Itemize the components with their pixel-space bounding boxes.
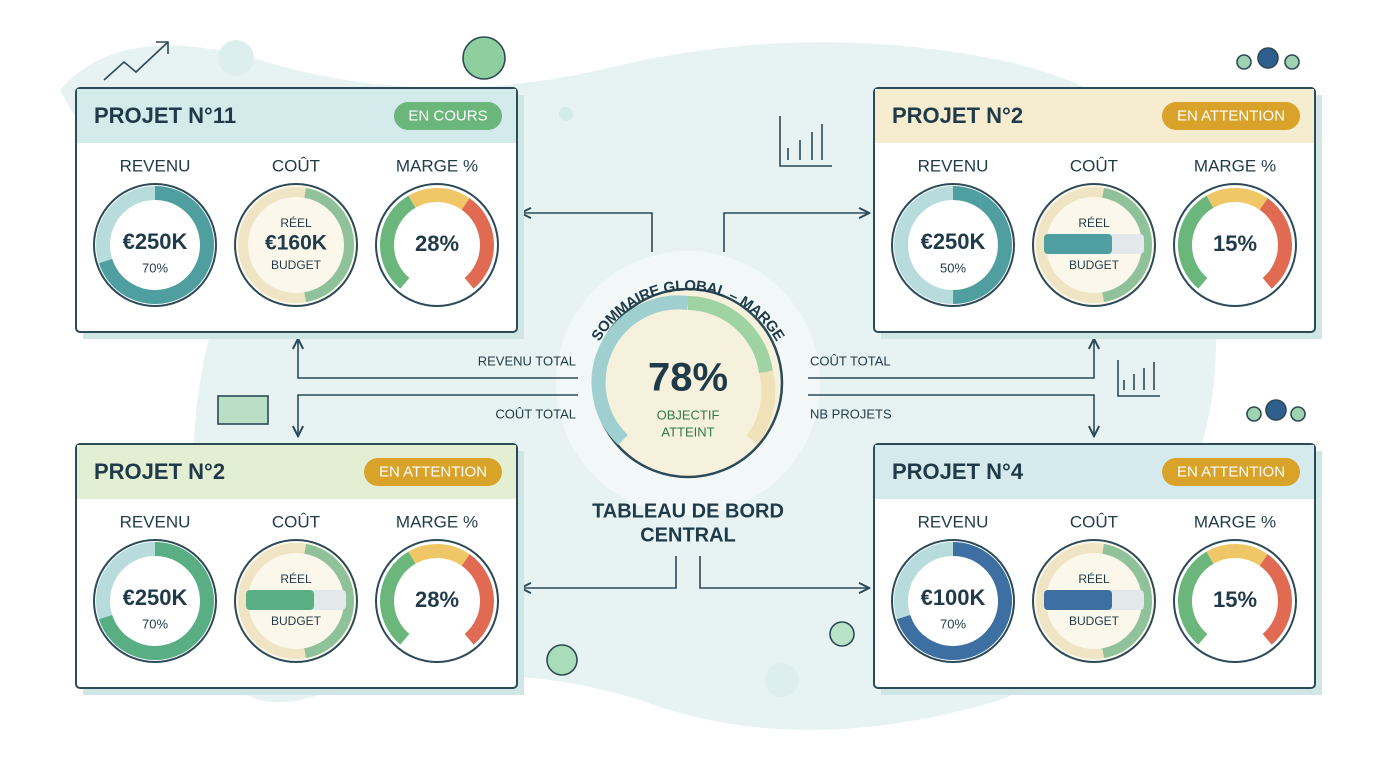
metric-label: MARGE % [396,512,478,531]
metric-label: COÛT [1070,512,1118,531]
project-card: PROJET N°2 EN ATTENTION REVENU COÛT MARGE % €… [873,87,1322,339]
ring-border [891,183,1015,307]
ring-progress [98,542,214,660]
cost-bottom: BUDGET [271,258,322,272]
cost-bottom: BUDGET [1069,614,1120,628]
real-bar [246,590,314,610]
gauge-red [1259,554,1292,645]
ring-progress [98,186,214,304]
ring-border [234,183,358,307]
cost-top: RÉEL [280,571,312,586]
card-title: PROJET N°11 [94,103,236,128]
center-value: 78% [648,356,728,400]
ring-progress [1102,543,1152,659]
project-card: PROJET N°4 EN ATTENTION REVENU COÛT MARGE % €… [873,443,1322,695]
connector-label: COÛT TOTAL [495,406,576,421]
cost-value: €160K [265,232,327,255]
metric-label: COÛT [272,156,320,175]
real-bar [1044,234,1112,254]
ring-progress [896,542,1012,660]
status-badge [1162,102,1300,130]
metric-label: COÛT [272,512,320,531]
revenue-value: €250K [123,229,188,254]
margin-value: 28% [415,587,459,612]
ring-border [891,539,1015,663]
card-title: PROJET N°2 [892,103,1023,128]
status-label: EN ATTENTION [1177,107,1285,124]
cost-top: RÉEL [1078,571,1110,586]
center-title: CENTRAL [640,524,736,546]
revenue-value: €100K [921,585,986,610]
margin-value: 15% [1213,231,1257,256]
real-bar [1044,590,1112,610]
metric-label: MARGE % [1194,156,1276,175]
cost-top: RÉEL [280,215,312,230]
status-badge [394,102,502,130]
gauge-green [1178,195,1214,289]
connector-label: REVENU TOTAL [478,353,576,368]
margin-value: 28% [415,231,459,256]
ring-progress [1102,187,1152,303]
cost-bottom: BUDGET [1069,258,1120,272]
gauge-red [461,554,494,645]
metric-label: REVENU [918,156,989,175]
project-card: PROJET N°11 EN COURS REVENU COÛT MARGE % €250… [75,87,524,339]
revenue-percent: 70% [940,616,966,631]
cost-top: RÉEL [1078,215,1110,230]
metric-label: MARGE % [396,156,478,175]
center-caption: ATTEINT [661,424,714,439]
metric-label: REVENU [918,512,989,531]
metric-label: MARGE % [1194,512,1276,531]
revenue-percent: 70% [142,616,168,631]
cost-bottom: BUDGET [271,614,322,628]
gauge-yellow [408,544,470,566]
connector-label: COÛT TOTAL [810,353,891,368]
ring-progress [952,186,1013,304]
status-label: EN ATTENTION [1177,463,1285,480]
status-label: EN ATTENTION [379,463,487,480]
revenue-value: €250K [123,585,188,610]
gauge-yellow [1206,544,1268,566]
ring-border [93,539,217,663]
revenue-percent: 70% [142,260,168,275]
status-badge [1162,458,1300,486]
metric-label: COÛT [1070,156,1118,175]
connector-label: NB PROJETS [810,406,892,421]
gauge-green [380,195,416,289]
ring-progress [304,543,354,659]
metric-label: REVENU [120,156,191,175]
gauge-yellow [408,188,470,210]
project-card: PROJET N°2 EN ATTENTION REVENU COÛT MARGE % €… [75,443,524,695]
gauge-green [1178,551,1214,645]
metric-label: REVENU [120,512,191,531]
card-title: PROJET N°2 [94,459,225,484]
connectors [298,213,1094,588]
card-title: PROJET N°4 [892,459,1024,484]
center-title: TABLEAU DE BORD [592,500,784,522]
center-caption: OBJECTIF [657,407,720,422]
status-badge [364,458,502,486]
gauge-yellow [1206,188,1268,210]
icons [103,36,1306,676]
ring-border [93,183,217,307]
gauge-red [461,198,494,289]
gauge-red [1259,198,1292,289]
revenue-value: €250K [921,229,986,254]
gauge-green [380,551,416,645]
status-label: EN COURS [408,107,487,124]
revenue-percent: 50% [940,260,966,275]
margin-value: 15% [1213,587,1257,612]
ring-progress [304,187,354,303]
